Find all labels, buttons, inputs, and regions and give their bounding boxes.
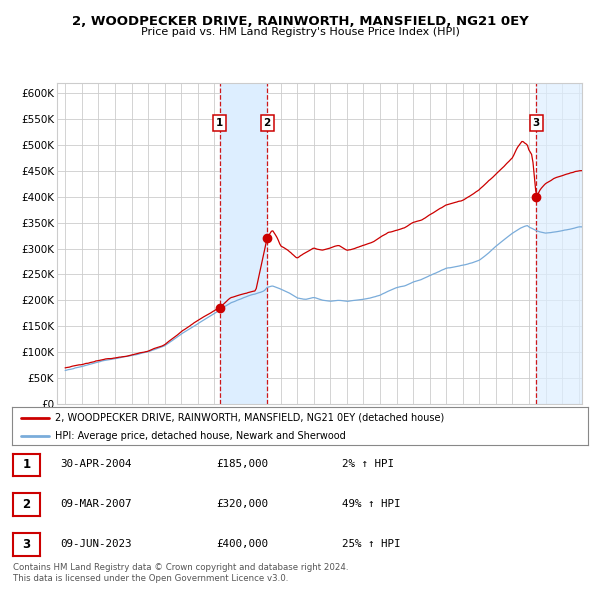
- Text: This data is licensed under the Open Government Licence v3.0.: This data is licensed under the Open Gov…: [13, 574, 289, 583]
- Bar: [220, 83, 267, 404]
- Text: 3: 3: [533, 118, 540, 128]
- Bar: [536, 83, 582, 404]
- Bar: [536, 83, 582, 404]
- Text: 1: 1: [22, 458, 31, 471]
- Text: £400,000: £400,000: [216, 539, 268, 549]
- Text: 2: 2: [22, 498, 31, 511]
- Text: Contains HM Land Registry data © Crown copyright and database right 2024.: Contains HM Land Registry data © Crown c…: [13, 563, 349, 572]
- Text: 09-JUN-2023: 09-JUN-2023: [60, 539, 131, 549]
- Text: 49% ↑ HPI: 49% ↑ HPI: [342, 499, 401, 509]
- Text: 1: 1: [216, 118, 223, 128]
- Text: 25% ↑ HPI: 25% ↑ HPI: [342, 539, 401, 549]
- Text: 2% ↑ HPI: 2% ↑ HPI: [342, 460, 394, 469]
- Text: 2: 2: [263, 118, 271, 128]
- Text: 2, WOODPECKER DRIVE, RAINWORTH, MANSFIELD, NG21 0EY: 2, WOODPECKER DRIVE, RAINWORTH, MANSFIEL…: [71, 15, 529, 28]
- Text: 09-MAR-2007: 09-MAR-2007: [60, 499, 131, 509]
- Text: £185,000: £185,000: [216, 460, 268, 469]
- Text: 3: 3: [22, 538, 31, 551]
- Text: 30-APR-2004: 30-APR-2004: [60, 460, 131, 469]
- Text: 2, WOODPECKER DRIVE, RAINWORTH, MANSFIELD, NG21 0EY (detached house): 2, WOODPECKER DRIVE, RAINWORTH, MANSFIEL…: [55, 413, 445, 423]
- Text: Price paid vs. HM Land Registry's House Price Index (HPI): Price paid vs. HM Land Registry's House …: [140, 27, 460, 37]
- Text: £320,000: £320,000: [216, 499, 268, 509]
- Text: HPI: Average price, detached house, Newark and Sherwood: HPI: Average price, detached house, Newa…: [55, 431, 346, 441]
